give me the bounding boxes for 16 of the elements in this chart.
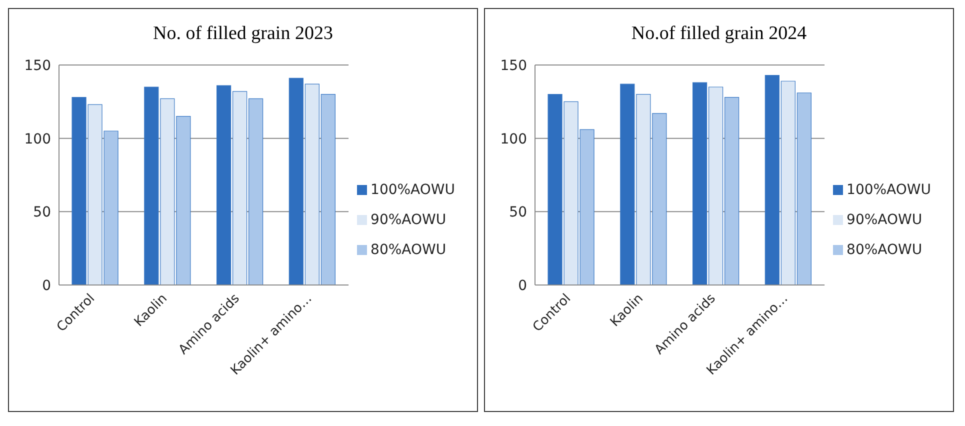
y-tick-label: 50 — [33, 204, 51, 221]
y-tick-label: 100 — [24, 131, 51, 148]
legend-label: 80%AOWU — [370, 242, 446, 258]
legend-label: 90%AOWU — [370, 212, 446, 228]
legend-label: 90%AOWU — [846, 212, 922, 228]
chart-title: No.of filled grain 2024 — [630, 23, 808, 45]
chart-title: No. of filled grain 2023 — [152, 23, 334, 45]
y-tick-label: 0 — [518, 278, 527, 294]
legend-label: 100%AOWU — [846, 182, 931, 198]
legend-label: 80%AOWU — [846, 242, 922, 258]
y-tick-label: 150 — [500, 58, 527, 74]
y-tick-label: 100 — [500, 131, 527, 148]
legend-label: 100%AOWU — [370, 182, 455, 198]
y-tick-label: 50 — [509, 204, 527, 221]
y-tick-label: 150 — [24, 58, 51, 74]
y-tick-label: 0 — [42, 278, 51, 294]
